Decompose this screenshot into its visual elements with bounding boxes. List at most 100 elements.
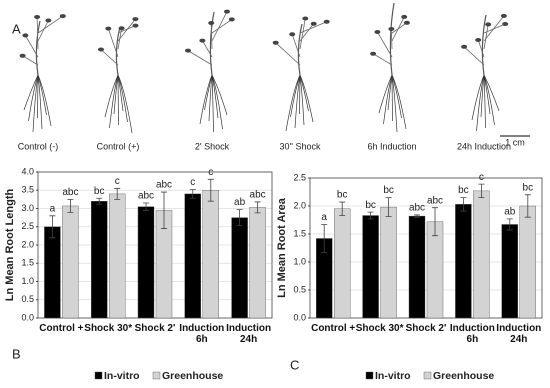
plant-leaf	[374, 30, 381, 34]
significance-letter: c	[115, 176, 120, 187]
plant-root	[37, 74, 47, 116]
error-bar	[254, 201, 261, 214]
significance-letter: bc	[94, 186, 105, 197]
error-bar	[67, 198, 74, 213]
x-tick-label: Induction 24h	[496, 323, 542, 345]
error-bar	[414, 214, 420, 218]
bar	[231, 217, 248, 319]
bar	[90, 200, 108, 319]
plant-root	[387, 74, 393, 111]
scale-bar-label: 1 cm	[505, 137, 525, 147]
plant-root	[483, 74, 486, 129]
x-tick-label: Induction 6h	[179, 323, 225, 345]
plant-branch	[36, 16, 39, 50]
legend-label: Greenhouse	[162, 370, 223, 382]
error-bar	[524, 194, 531, 218]
plant-photo	[19, 14, 66, 133]
bar	[137, 206, 155, 319]
x-tick-label: Control +	[311, 323, 356, 334]
bar	[62, 205, 79, 319]
plant-leaf	[199, 38, 206, 43]
y-tick-label: 3.5	[21, 185, 34, 195]
bar	[184, 193, 202, 319]
bar	[362, 215, 379, 319]
plant-photo	[461, 13, 509, 132]
error-bar	[385, 197, 392, 218]
plant-photo	[98, 17, 139, 134]
significance-letter: a	[50, 203, 56, 214]
plant-branch	[187, 50, 213, 66]
plant-leaf	[228, 17, 235, 22]
plant-leaf	[401, 14, 408, 19]
significance-letter: c	[479, 172, 484, 183]
plant-branch	[299, 18, 306, 50]
x-tick-label: Induction 24h	[226, 323, 272, 345]
plant-leaf	[323, 19, 330, 24]
plant-leaf	[45, 18, 52, 23]
plant-branch	[483, 23, 506, 34]
significance-letter: abc	[62, 187, 78, 198]
plant-root	[109, 74, 119, 129]
bar	[380, 206, 397, 319]
panel-label: C	[290, 357, 299, 372]
y-tick-label: 3.0	[21, 203, 34, 213]
error-bar	[96, 197, 103, 205]
plant-branch	[211, 11, 228, 42]
significance-letter: abc	[250, 190, 266, 201]
plant-root	[211, 74, 223, 130]
plant-leaf	[370, 51, 377, 56]
plant-photo	[370, 2, 410, 133]
y-tick-label: 2.5	[21, 221, 34, 231]
error-bar	[321, 224, 328, 253]
plant-branch	[477, 39, 485, 58]
legend-swatch	[365, 371, 374, 380]
plant-branch	[202, 40, 213, 58]
plant-root	[391, 74, 402, 119]
plant-root	[28, 74, 39, 122]
significance-letter: c	[190, 177, 195, 188]
plant-branch	[463, 46, 485, 66]
plant-branch	[25, 35, 39, 58]
panel-label: A	[12, 21, 21, 36]
plant-branch	[22, 55, 39, 66]
plant-root	[299, 74, 301, 115]
plant-branch	[37, 20, 49, 42]
y-tick-label: 2.0	[21, 239, 34, 249]
plant-branch	[210, 22, 213, 50]
significance-letter: c	[208, 167, 213, 178]
photo-caption: 30'' Shock	[280, 141, 321, 151]
plant-branch	[299, 21, 327, 34]
plant-root	[299, 74, 314, 123]
plant-branch	[117, 18, 136, 42]
error-bar	[189, 189, 196, 199]
plant-branch	[107, 28, 119, 58]
y-tick-label: 0.0	[21, 312, 34, 322]
error-bar	[236, 209, 243, 227]
legend-label: In-vitro	[104, 370, 140, 382]
plant-root	[391, 74, 398, 133]
plant-root	[113, 74, 119, 115]
y-tick-label: 0.0	[293, 312, 306, 322]
error-bar	[367, 211, 374, 220]
y-tick-label: 2.5	[293, 172, 306, 182]
plant-leaf	[105, 26, 112, 31]
panel-label: B	[12, 346, 21, 361]
plant-root	[117, 74, 133, 134]
significance-letter: ab	[504, 207, 516, 218]
plant-branch	[211, 19, 233, 34]
x-tick-label: Induction 6h	[449, 323, 495, 345]
plant-leaf	[485, 22, 492, 27]
significance-letter: bc	[337, 190, 348, 201]
bar	[334, 208, 351, 319]
error-bar	[460, 197, 467, 212]
plant-leaf	[118, 26, 125, 31]
legend-label: In-vitro	[375, 370, 411, 382]
plant-leaf	[34, 15, 41, 19]
bar	[249, 207, 266, 319]
plant-root	[37, 74, 39, 119]
significance-letter: bc	[365, 200, 376, 211]
error-bar	[114, 188, 121, 200]
y-tick-label: 0.5	[293, 284, 306, 294]
y-tick-label: 1.0	[21, 276, 34, 286]
